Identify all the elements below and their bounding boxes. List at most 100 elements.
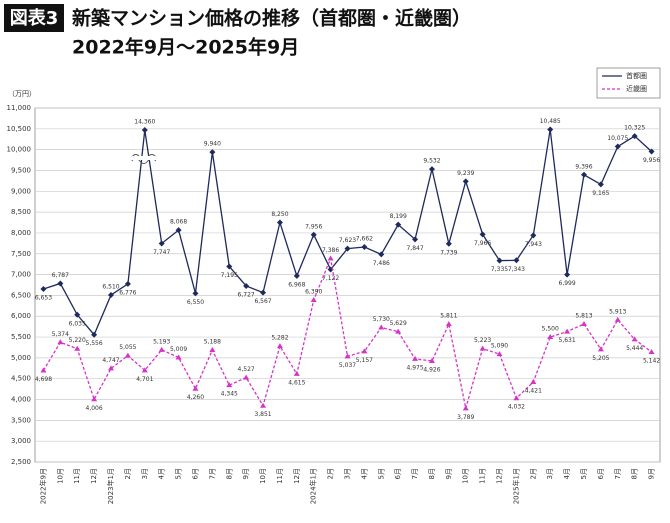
data-label: 5,282 xyxy=(271,335,288,342)
series-line xyxy=(43,129,652,336)
x-tick-label: 8月 xyxy=(631,468,639,479)
x-tick-label: 3月 xyxy=(344,468,352,479)
marker xyxy=(631,133,638,140)
data-label: 5,142 xyxy=(643,357,660,364)
marker xyxy=(327,255,334,261)
y-tick-label: 8,000 xyxy=(11,229,31,237)
data-label: 8,250 xyxy=(271,211,288,218)
marker xyxy=(648,148,655,155)
marker xyxy=(57,280,64,287)
x-tick-label: 7月 xyxy=(411,468,419,479)
marker xyxy=(597,181,604,188)
data-label: 4,975 xyxy=(406,364,423,371)
y-tick-label: 11,000 xyxy=(7,104,32,112)
data-label: 7,966 xyxy=(474,240,491,247)
y-tick-label: 9,500 xyxy=(11,166,31,174)
data-label: 9,239 xyxy=(457,170,474,177)
x-tick-label: 5月 xyxy=(175,468,183,479)
marker xyxy=(192,290,199,297)
x-tick-label: 12月 xyxy=(496,468,504,484)
data-label: 4,747 xyxy=(102,357,119,364)
chart-subtitle: 2022年9月〜2025年9月 xyxy=(72,36,299,59)
data-label: 7,122 xyxy=(322,275,339,282)
data-label: 5,500 xyxy=(542,326,559,333)
y-tick-label: 5,500 xyxy=(11,333,31,341)
marker xyxy=(124,352,131,358)
data-label: 5,205 xyxy=(592,355,609,362)
data-label: 4,345 xyxy=(221,391,238,398)
x-tick-label: 2月 xyxy=(327,468,335,479)
marker xyxy=(91,396,98,402)
chart-title: 新築マンション価格の推移（首都圏・近畿圏） xyxy=(72,7,471,30)
x-tick-label: 7月 xyxy=(614,468,622,479)
marker xyxy=(141,127,148,133)
marker xyxy=(74,345,81,351)
x-tick-label: 7月 xyxy=(208,468,216,479)
marker xyxy=(40,367,47,373)
x-tick-label: 10月 xyxy=(56,468,64,484)
marker xyxy=(226,382,233,388)
x-tick-label: 8月 xyxy=(428,468,436,479)
data-label: 5,188 xyxy=(204,339,221,346)
data-label: 5,813 xyxy=(575,313,592,320)
marker xyxy=(445,321,452,327)
marker xyxy=(57,339,64,345)
marker xyxy=(209,347,216,353)
data-label: 8,199 xyxy=(390,213,407,220)
data-label: 4,006 xyxy=(86,405,103,412)
y-tick-label: 6,000 xyxy=(11,312,31,320)
y-tick-label: 10,000 xyxy=(7,146,32,154)
data-label: 5,444 xyxy=(626,345,643,352)
x-tick-label: 6月 xyxy=(597,468,605,479)
x-tick-label: 3月 xyxy=(141,468,149,479)
data-label: 9,956 xyxy=(643,157,660,164)
data-label: 9,532 xyxy=(423,158,440,165)
marker xyxy=(361,244,368,251)
data-label: 6,727 xyxy=(238,291,255,298)
marker xyxy=(496,257,503,264)
data-label: 6,787 xyxy=(52,272,69,279)
marker xyxy=(631,336,638,342)
marker xyxy=(40,286,47,293)
marker xyxy=(344,353,351,359)
x-tick-label: 4月 xyxy=(563,468,571,479)
data-label: 7,662 xyxy=(356,236,373,243)
data-label: 5,223 xyxy=(474,337,491,344)
data-label: 7,486 xyxy=(373,260,390,267)
data-label: 9,940 xyxy=(204,141,221,148)
data-label: 6,510 xyxy=(102,283,119,290)
marker xyxy=(395,221,402,228)
data-label: 5,631 xyxy=(559,337,576,344)
data-label: 4,260 xyxy=(187,394,204,401)
marker xyxy=(513,257,520,264)
data-label: 5,009 xyxy=(170,346,187,353)
data-label: 5,055 xyxy=(119,344,136,351)
data-label: 7,335 xyxy=(491,266,508,273)
y-tick-label: 7,500 xyxy=(11,250,31,258)
marker xyxy=(412,236,419,243)
marker xyxy=(192,385,199,391)
data-label: 9,396 xyxy=(575,163,592,170)
marker xyxy=(158,346,165,352)
x-tick-label: 6月 xyxy=(191,468,199,479)
marker xyxy=(91,331,98,338)
marker xyxy=(108,291,115,298)
marker xyxy=(260,289,267,296)
marker xyxy=(580,171,587,178)
data-label: 7,847 xyxy=(406,245,423,252)
y-tick-label: 3,000 xyxy=(11,437,31,445)
x-tick-label: 5月 xyxy=(377,468,385,479)
data-label: 5,220 xyxy=(69,337,86,344)
legend-label: 近畿圏 xyxy=(626,84,647,93)
y-unit: （万円） xyxy=(8,90,36,98)
data-label: 5,090 xyxy=(491,343,508,350)
data-label: 4,527 xyxy=(238,366,255,373)
data-label: 6,550 xyxy=(187,299,204,306)
y-tick-label: 4,500 xyxy=(11,375,31,383)
data-label: 8,068 xyxy=(170,219,187,226)
data-label: 7,943 xyxy=(525,241,542,248)
legend-box xyxy=(596,67,661,99)
data-label: 5,629 xyxy=(390,320,407,327)
data-label: 10,075 xyxy=(607,135,628,142)
